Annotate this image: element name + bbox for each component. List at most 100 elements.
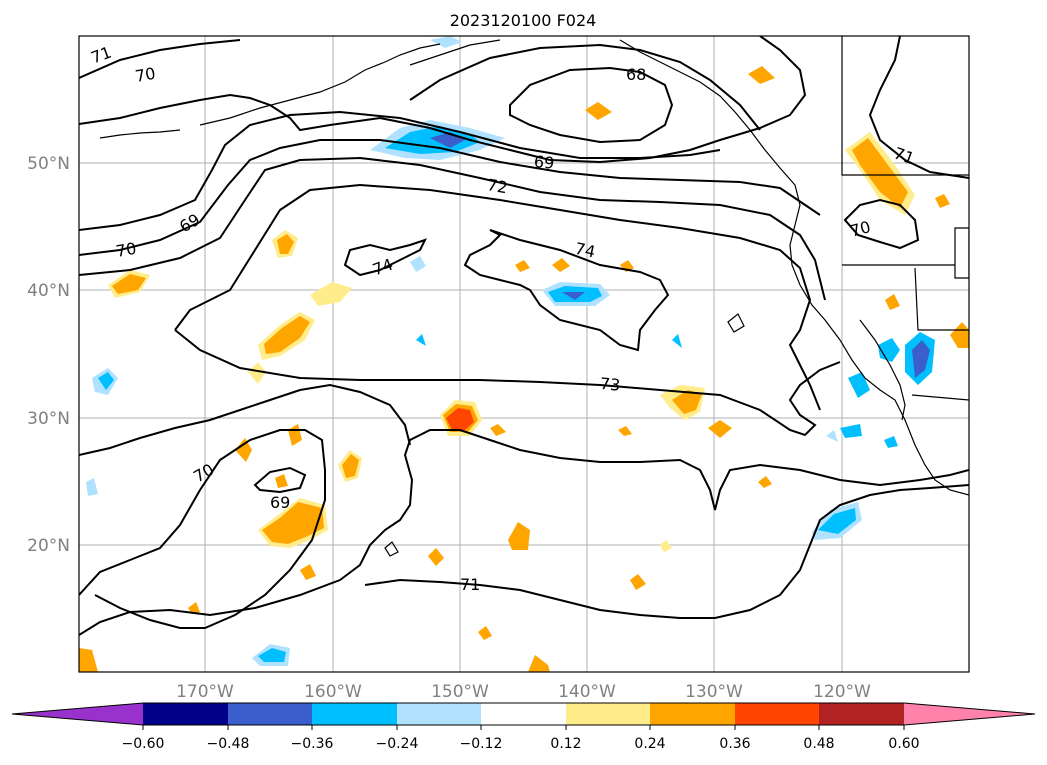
lat-label-50n: 50°N [27,154,70,174]
positive-anomaly-patch [248,362,266,384]
positive-anomaly-patch [79,648,98,672]
contour-line [79,429,969,636]
negative-anomaly-patch [385,126,480,154]
positive-anomaly-patch [342,454,359,478]
negative-anomaly-patch [672,334,682,348]
colorbar-tick-label: 0.48 [803,736,834,752]
positive-anomaly-patch [852,138,908,208]
lat-label-40n: 40°N [27,281,70,301]
lon-label-160w: 160°W [304,682,362,702]
positive-anomaly-patch [672,390,702,414]
contour-line [79,139,821,256]
contour-label: 70 [114,239,137,261]
contour-line [79,429,326,629]
lon-label-130w: 130°W [685,682,743,702]
colorbar-tick-label: 0.60 [888,736,919,752]
positive-anomaly-patch [310,282,352,306]
colorbar-bin [735,703,819,725]
height-contours [79,36,969,636]
colorbar-under-arrow [12,703,143,725]
positive-anomaly-patch [885,294,900,310]
colorbar-tick-label: 0.36 [719,736,750,752]
positive-anomaly-patch [112,274,146,294]
positive-anomaly-patch [552,258,570,272]
lon-label-150w: 150°W [431,682,489,702]
lon-label-120w: 120°W [813,682,871,702]
colorbar-tick-label: −0.12 [460,736,503,752]
contour-line [343,238,427,277]
lon-label-170w: 170°W [176,682,234,702]
positive-anomaly-patch [262,502,324,544]
contour-line [364,484,969,619]
colorbar: −0.60 −0.48 −0.36 −0.24 −0.12 0.12 0.24 … [11,702,1036,752]
contour-line [79,39,241,79]
positive-anomaly-patch [708,420,732,438]
colorbar-tick-label: −0.36 [291,736,334,752]
colorbar-tick-marks [142,725,905,730]
contour-line [463,229,670,352]
negative-anomaly-patch [818,508,856,534]
contour-labels: 71 70 69 70 72 74 74 73 70 69 71 68 69 7… [88,43,917,594]
positive-anomaly-patch [508,522,530,550]
positive-anomaly-patch [428,548,444,566]
positive-anomaly-patch [935,194,950,208]
coastlines [99,36,969,557]
contour-line [79,383,411,456]
positive-anomaly-patch [748,66,775,84]
contour-label: 69 [533,152,555,173]
positive-anomaly-patch [235,438,252,462]
colorbar-tick-label: 0.24 [634,736,665,752]
colorbar-bin [819,703,904,725]
positive-anomaly-patch [585,102,612,120]
positive-anomaly-patch [478,626,492,640]
positive-anomaly-patch [277,234,294,254]
contour-line [79,156,826,301]
contour-label: 68 [626,65,646,84]
lon-label-140w: 140°W [558,682,616,702]
lat-label-20n: 20°N [27,536,70,556]
contour-line [409,43,761,131]
negative-anomaly-patch [884,436,898,448]
colorbar-tick-label: −0.24 [376,736,419,752]
positive-anomaly-patch [490,424,506,436]
lat-label-30n: 30°N [27,409,70,429]
contour-label: 69 [270,493,290,512]
positive-anomaly-patch [264,316,310,354]
colorbar-bin [481,703,566,725]
map-area [79,36,969,672]
contour-label: 74 [573,239,597,262]
colorbar-bin [397,703,481,725]
positive-anomaly-patch [618,426,632,436]
positive-anomaly-patch [528,655,550,672]
negative-anomaly-patch [826,430,838,442]
contour-line [868,36,969,179]
longitude-labels: 170°W 160°W 150°W 140°W 130°W 120°W [176,682,871,702]
contour-label: 70 [134,64,157,86]
colorbar-tick-label: 0.12 [550,736,581,752]
positive-anomaly-patch [515,260,530,272]
negative-anomaly-patch [430,36,462,48]
colorbar-bin [650,703,735,725]
negative-anomaly-patch [878,338,900,362]
colorbar-over-arrow [904,703,1035,725]
positive-anomaly-patch [300,564,316,580]
positive-anomaly-patch [758,476,772,488]
contour-label: 72 [486,175,509,197]
positive-anomaly-patch [660,540,672,552]
colorbar-bin [143,703,228,725]
colorbar-tick-label: −0.60 [122,736,165,752]
negative-anomaly-patch [98,372,114,390]
negative-anomaly-patch [416,334,426,346]
colorbar-bin [566,703,650,725]
contour-line [79,36,807,164]
shaded-anomaly-patches [79,36,969,672]
contour-label: 71 [460,575,480,594]
negative-anomaly-patch [86,478,98,496]
negative-anomaly-patch [840,424,862,438]
contour-label: 70 [848,217,873,241]
negative-anomaly-patch [410,256,426,272]
colorbar-bin [228,703,312,725]
map-title: 2023120100 F024 [450,11,597,30]
positive-anomaly-patch [630,574,646,590]
colorbar-tick-label: −0.48 [207,736,250,752]
